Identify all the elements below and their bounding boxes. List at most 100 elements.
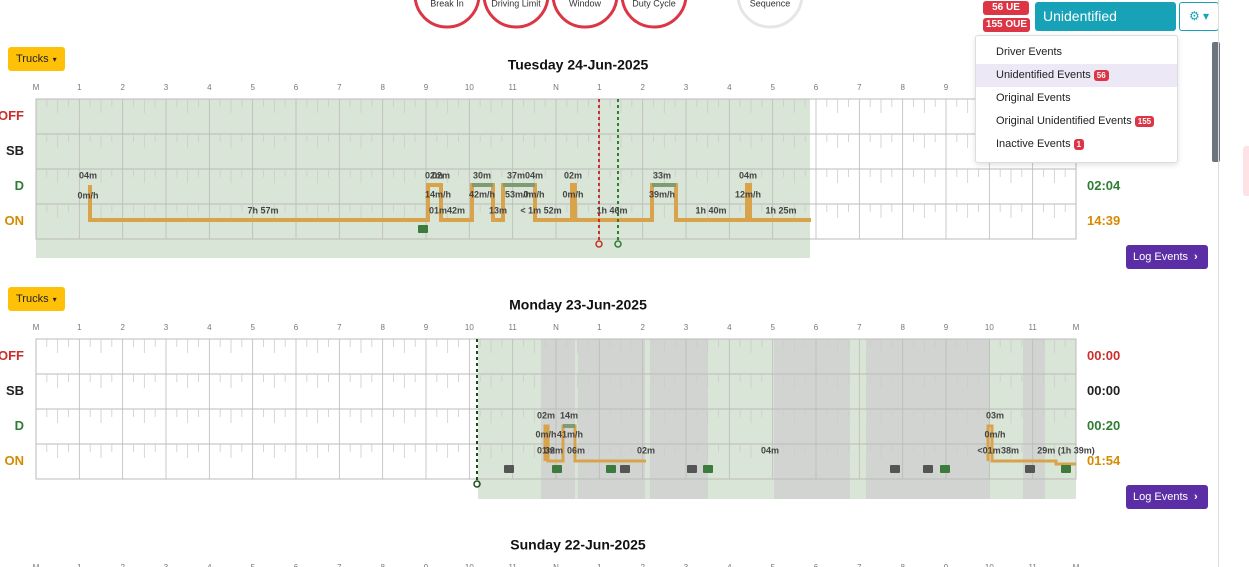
hour-label: 6 bbox=[814, 83, 819, 92]
menu-item[interactable]: Inactive Events 1 bbox=[976, 133, 1177, 156]
gauge-label: Duty Cycle bbox=[632, 0, 676, 8]
hour-label: 8 bbox=[900, 83, 905, 92]
pin-icon bbox=[614, 240, 622, 248]
hour-label: 9 bbox=[424, 563, 429, 567]
hour-label: 4 bbox=[207, 323, 212, 332]
gauge-label: Sequence bbox=[750, 0, 791, 8]
settings-button[interactable]: ⚙ ▾ bbox=[1179, 2, 1219, 31]
hour-label: 2 bbox=[120, 323, 125, 332]
segment-label: 1h 25m bbox=[765, 205, 796, 215]
hour-label: 8 bbox=[900, 323, 905, 332]
segment-label: 02m bbox=[425, 170, 443, 180]
hour-label: 9 bbox=[944, 83, 949, 92]
gauge-label: Break In bbox=[430, 0, 464, 8]
hour-label: 5 bbox=[250, 563, 255, 567]
menu-item-label: Driver Events bbox=[996, 46, 1063, 58]
trucks-button[interactable]: Trucks ▾ bbox=[8, 287, 65, 311]
duty-line bbox=[986, 424, 1076, 466]
log-events-label: Log Events bbox=[1133, 251, 1189, 263]
hour-label: 6 bbox=[294, 563, 299, 567]
scrollbar[interactable] bbox=[1212, 42, 1220, 162]
hour-label: 7 bbox=[337, 323, 342, 332]
hour-label: 9 bbox=[944, 563, 949, 567]
hour-label: 3 bbox=[684, 83, 689, 92]
hour-label: 4 bbox=[727, 323, 732, 332]
segment-label: 0m/h bbox=[535, 429, 556, 439]
menu-item-label: Original Unidentified Events bbox=[996, 115, 1132, 127]
log-events-button[interactable]: Log Events › bbox=[1126, 245, 1208, 269]
segment-label: 14m bbox=[560, 410, 578, 420]
inactive-shade bbox=[866, 339, 990, 499]
hour-label: 5 bbox=[250, 83, 255, 92]
gauge-label: Driving Limit bbox=[491, 0, 541, 8]
hour-label: 4 bbox=[727, 563, 732, 567]
hour-label: N bbox=[553, 563, 559, 567]
menu-item-label: Unidentified Events bbox=[996, 69, 1091, 81]
camera-icon bbox=[890, 465, 900, 473]
hour-label: N bbox=[553, 83, 559, 92]
hour-label: 8 bbox=[380, 323, 385, 332]
gauge bbox=[620, 0, 688, 29]
menu-item[interactable]: Unidentified Events 56 bbox=[976, 64, 1177, 87]
log-title: Monday 23-Jun-2025 bbox=[509, 297, 647, 313]
duty-line bbox=[88, 183, 811, 222]
hour-label: 1 bbox=[77, 563, 82, 567]
segment-label: 42m bbox=[447, 205, 465, 215]
segment-label: 41m/h bbox=[557, 429, 583, 439]
segment-label: 30m bbox=[473, 170, 491, 180]
row-label: D bbox=[15, 418, 24, 433]
menu-item[interactable]: Original Unidentified Events 155 bbox=[976, 110, 1177, 133]
segment-label: 39m/h bbox=[649, 189, 675, 199]
gauge bbox=[551, 0, 619, 29]
hour-label: 3 bbox=[164, 323, 169, 332]
hour-label: 6 bbox=[814, 323, 819, 332]
hour-label: 6 bbox=[294, 83, 299, 92]
hour-label: 7 bbox=[857, 563, 862, 567]
hour-label: 8 bbox=[380, 563, 385, 567]
segment-label: 02m bbox=[564, 170, 582, 180]
events-dropdown-button[interactable]: Unidentified Events▾ bbox=[1035, 2, 1176, 53]
segment-label: 14m/h bbox=[425, 189, 451, 199]
log-title: Sunday 22-Jun-2025 bbox=[510, 537, 646, 553]
hour-label: M bbox=[33, 83, 40, 92]
segment-label: 02m bbox=[537, 410, 555, 420]
hour-label: 9 bbox=[424, 323, 429, 332]
events-menu: Driver Events Unidentified Events 56 Origin… bbox=[975, 35, 1178, 163]
segment-label: 02m bbox=[432, 170, 450, 180]
hour-label: 3 bbox=[164, 83, 169, 92]
log-events-button[interactable]: Log Events › bbox=[1126, 485, 1208, 509]
trucks-button[interactable]: Trucks ▾ bbox=[8, 47, 65, 71]
caret: ▾ bbox=[52, 295, 57, 304]
hour-label: 3 bbox=[684, 323, 689, 332]
hour-label: M bbox=[33, 323, 40, 332]
segment-label: 0m/h bbox=[984, 429, 1005, 439]
row-label: ON bbox=[5, 453, 25, 468]
segment-label: 1h 40m bbox=[695, 205, 726, 215]
oue-badge[interactable]: 155 OUE bbox=[983, 18, 1030, 32]
inactive-shade bbox=[774, 339, 850, 499]
segment-label: 01m bbox=[429, 205, 447, 215]
hour-label: 1 bbox=[597, 83, 602, 92]
menu-item[interactable]: Driver Events bbox=[976, 41, 1177, 64]
ue-badge[interactable]: 56 UE bbox=[983, 1, 1029, 15]
day-shade bbox=[36, 99, 810, 258]
trucks-label: Trucks bbox=[16, 293, 49, 305]
segment-label: 01m bbox=[537, 445, 555, 455]
segment-label: 1h 46m bbox=[596, 205, 627, 215]
hour-label: 2 bbox=[120, 83, 125, 92]
segment-label: 03m bbox=[986, 410, 1004, 420]
hour-label: 8 bbox=[380, 83, 385, 92]
hour-label: 2 bbox=[120, 563, 125, 567]
hour-label: M bbox=[1073, 563, 1080, 567]
hour-label: M bbox=[33, 563, 40, 567]
hour-label: 9 bbox=[424, 83, 429, 92]
menu-item-badge: 1 bbox=[1073, 139, 1085, 150]
segment-label: <01m bbox=[977, 445, 1000, 455]
hour-label: 10 bbox=[465, 323, 474, 332]
chevron: › bbox=[1194, 251, 1198, 263]
camera-icon bbox=[504, 465, 514, 473]
hour-label: 4 bbox=[207, 563, 212, 567]
event-icon bbox=[606, 465, 616, 473]
menu-item[interactable]: Original Events bbox=[976, 87, 1177, 110]
